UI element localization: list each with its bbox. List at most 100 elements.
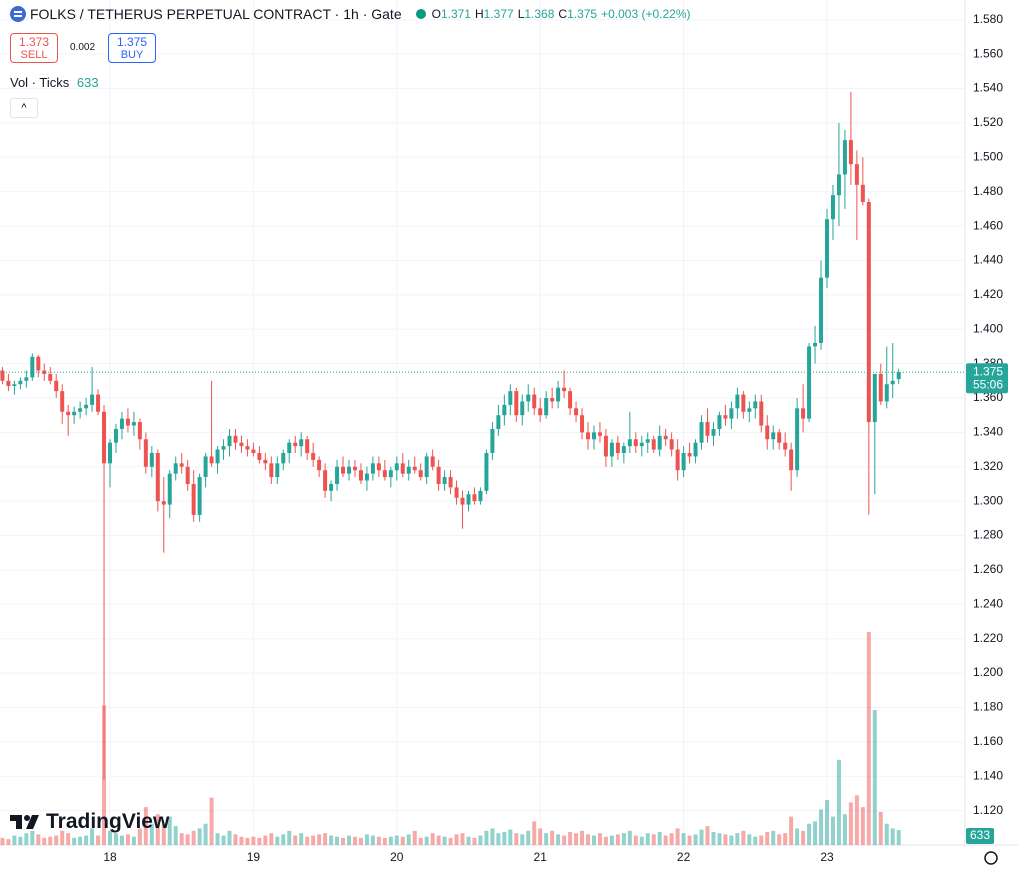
volume-bar <box>717 833 722 845</box>
volume-bar <box>347 835 351 845</box>
volume-bar <box>478 835 483 845</box>
candle-body <box>78 408 83 412</box>
volume-bar <box>866 632 871 845</box>
volume-bar <box>448 837 453 845</box>
candle-body <box>335 466 340 484</box>
volume-bar <box>305 836 310 845</box>
y-tick-label: 1.300 <box>973 493 1003 507</box>
volume-label: 633 <box>970 828 990 842</box>
candle-body <box>185 466 190 484</box>
candle-body <box>233 435 238 443</box>
candle-body <box>341 466 346 474</box>
candle-body <box>376 463 381 471</box>
volume-bar <box>753 836 758 845</box>
y-tick-label: 1.220 <box>973 631 1003 645</box>
volume-bar <box>335 836 340 845</box>
candle-body <box>860 184 865 203</box>
sell-button[interactable]: 1.373 SELL <box>10 33 58 63</box>
buy-button[interactable]: 1.375 BUY <box>108 33 156 63</box>
candle-body <box>783 442 788 450</box>
sell-label: SELL <box>20 49 48 61</box>
volume-bar <box>830 816 835 845</box>
volume-bar <box>442 836 447 845</box>
candle-body <box>753 401 758 409</box>
volume-bar <box>149 823 154 845</box>
candle-body <box>131 422 136 426</box>
settings-icon[interactable] <box>984 851 998 865</box>
volume-bar <box>532 821 537 845</box>
volume-bar <box>842 814 847 845</box>
candle-body <box>406 466 411 474</box>
candle-body <box>149 453 154 467</box>
candle-body <box>484 453 489 491</box>
candle-body <box>711 428 716 436</box>
volume-bar <box>352 836 357 845</box>
candle-body <box>586 432 590 440</box>
volume-bar <box>42 837 47 845</box>
candle-body <box>424 456 429 478</box>
volume-bar <box>544 833 549 845</box>
volume-bar <box>233 834 238 845</box>
candle-body <box>520 401 525 416</box>
candle-body <box>890 380 895 385</box>
candle-body <box>663 435 668 440</box>
price-label: 1.375 <box>973 364 1003 378</box>
volume-bar <box>191 830 196 845</box>
volume-bar <box>370 835 375 845</box>
volume-bar <box>364 834 369 845</box>
candle-body <box>358 470 363 481</box>
candle-body <box>645 439 650 443</box>
volume-bar <box>358 837 363 845</box>
volume-bar <box>496 833 501 845</box>
sell-price: 1.373 <box>18 35 50 49</box>
y-tick-label: 1.500 <box>973 149 1003 163</box>
volume-bar <box>36 834 41 845</box>
candle-body <box>227 435 232 447</box>
candle-body <box>418 470 423 478</box>
candle-body <box>801 408 806 419</box>
volume-bar <box>239 836 244 845</box>
volume-bar <box>783 833 788 845</box>
high: 1.377 <box>483 7 514 21</box>
x-tick-label: 19 <box>247 850 261 864</box>
brand: TradingView <box>10 810 169 834</box>
candle-body <box>759 401 764 426</box>
volume-bar <box>872 710 877 845</box>
candle-body <box>0 370 5 381</box>
volume-bar <box>131 836 136 845</box>
status-dot <box>415 9 426 19</box>
x-tick-label: 18 <box>103 850 117 864</box>
volume-bar <box>597 833 602 845</box>
spread: 0.002 <box>70 42 96 53</box>
volume-bar <box>896 830 901 845</box>
volume-bar <box>484 830 489 845</box>
candle-body <box>281 453 286 464</box>
volume-bar <box>825 800 829 845</box>
candle-body <box>388 470 393 478</box>
volume-bar <box>514 833 519 845</box>
volume-bar <box>6 839 11 845</box>
volume-bar <box>813 821 818 845</box>
volume-bar <box>96 835 101 845</box>
volume-bar <box>615 834 620 845</box>
candle-body <box>305 439 310 454</box>
candle-body <box>352 466 357 471</box>
volume-bar <box>161 823 166 845</box>
volume-bar <box>789 816 794 845</box>
candle-body <box>239 442 244 447</box>
candle-body <box>633 439 638 447</box>
candle-body <box>508 391 513 405</box>
volume-bar <box>729 835 734 845</box>
candle-body <box>191 483 196 515</box>
volume-bar <box>90 828 95 845</box>
symbol: FOLKS / TETHERUS PERPETUAL CONTRACT · 1h… <box>30 6 402 22</box>
collapse-button[interactable]: ^ <box>10 98 38 118</box>
volume-bar <box>215 833 220 845</box>
y-tick-label: 1.180 <box>973 700 1003 714</box>
candle-body <box>30 356 35 378</box>
candle-body <box>143 439 148 467</box>
volume-bar <box>621 833 626 845</box>
volume-bar <box>299 833 304 845</box>
candle-body <box>747 408 752 412</box>
